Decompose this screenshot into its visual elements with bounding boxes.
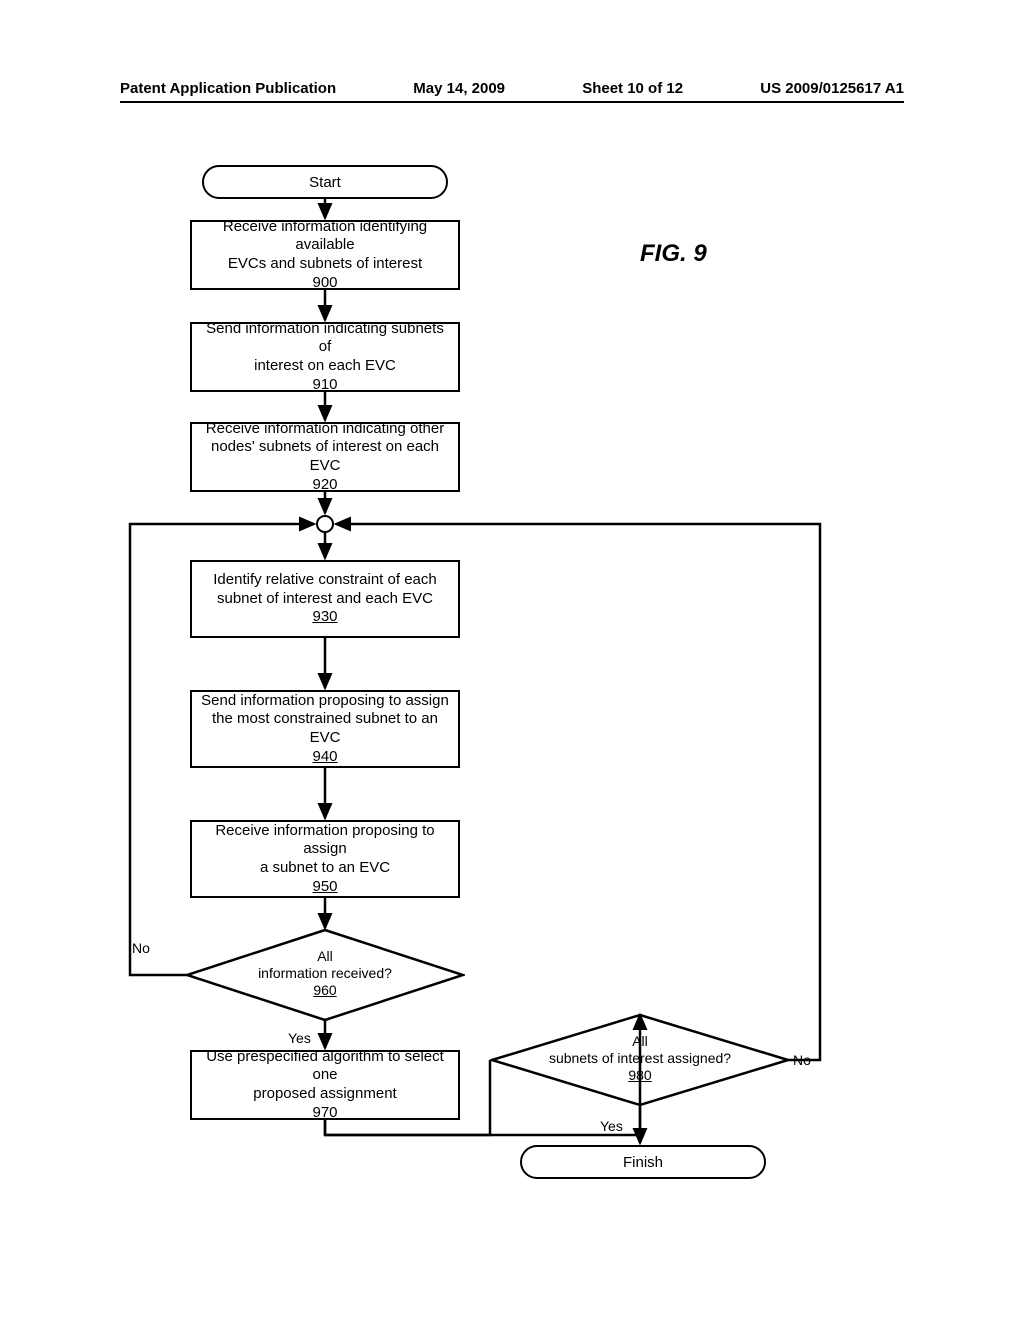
process-910-line1: Send information indicating subnets of: [198, 320, 452, 358]
terminal-start-text: Start: [309, 174, 341, 191]
header-date: May 14, 2009: [413, 80, 505, 97]
page: Patent Application Publication May 14, 2…: [0, 0, 1024, 1320]
process-930: Identify relative constraint of each sub…: [190, 560, 460, 638]
process-970-line2: proposed assignment: [253, 1085, 396, 1104]
decision-960-line1: All: [317, 948, 333, 964]
label-no-980: No: [793, 1052, 811, 1068]
process-970-line1: Use prespecified algorithm to select one: [198, 1048, 452, 1086]
process-900-line2: EVCs and subnets of interest: [228, 255, 422, 274]
process-940: Send information proposing to assign the…: [190, 690, 460, 768]
decision-980-line1: All: [632, 1033, 648, 1049]
decision-980-line2: subnets of interest assigned?: [549, 1050, 731, 1066]
decision-980-ref: 980: [628, 1067, 651, 1083]
process-940-line2: the most constrained subnet to an EVC: [198, 710, 452, 748]
process-910: Send information indicating subnets of i…: [190, 322, 460, 392]
process-910-line2: interest on each EVC: [254, 357, 396, 376]
process-950-line2: a subnet to an EVC: [260, 859, 390, 878]
process-930-line1: Identify relative constraint of each: [213, 571, 436, 590]
page-header: Patent Application Publication May 14, 2…: [120, 80, 904, 103]
process-920-line2: nodes' subnets of interest on each EVC: [198, 438, 452, 476]
process-920-ref: 920: [312, 476, 337, 495]
terminal-start: Start: [202, 165, 448, 199]
terminal-finish-text: Finish: [623, 1154, 663, 1171]
junction-node: [316, 515, 334, 533]
process-950-ref: 950: [312, 878, 337, 897]
decision-960-line2: information received?: [258, 965, 392, 981]
process-930-ref: 930: [312, 608, 337, 627]
label-no-960: No: [132, 940, 150, 956]
process-900-ref: 900: [312, 274, 337, 293]
header-publication: Patent Application Publication: [120, 80, 336, 97]
process-910-ref: 910: [312, 376, 337, 395]
decision-960-ref: 960: [313, 982, 336, 998]
decision-960: All information received? 960: [185, 928, 465, 1022]
process-930-line2: subnet of interest and each EVC: [217, 590, 433, 609]
process-950: Receive information proposing to assign …: [190, 820, 460, 898]
connectors: [0, 0, 1024, 1320]
process-920: Receive information indicating other nod…: [190, 422, 460, 492]
label-yes-980: Yes: [600, 1118, 623, 1134]
header-sheet: Sheet 10 of 12: [582, 80, 683, 97]
process-970-ref: 970: [312, 1104, 337, 1123]
terminal-finish: Finish: [520, 1145, 766, 1179]
process-900-line1: Receive information identifying availabl…: [198, 218, 452, 256]
label-yes-960: Yes: [288, 1030, 311, 1046]
process-950-line1: Receive information proposing to assign: [198, 822, 452, 860]
process-900: Receive information identifying availabl…: [190, 220, 460, 290]
decision-980: All subnets of interest assigned? 980: [490, 1013, 790, 1107]
figure-label: FIG. 9: [640, 240, 707, 268]
process-940-line1: Send information proposing to assign: [201, 692, 449, 711]
header-docnum: US 2009/0125617 A1: [760, 80, 904, 97]
process-970: Use prespecified algorithm to select one…: [190, 1050, 460, 1120]
process-920-line1: Receive information indicating other: [206, 420, 444, 439]
process-940-ref: 940: [312, 748, 337, 767]
